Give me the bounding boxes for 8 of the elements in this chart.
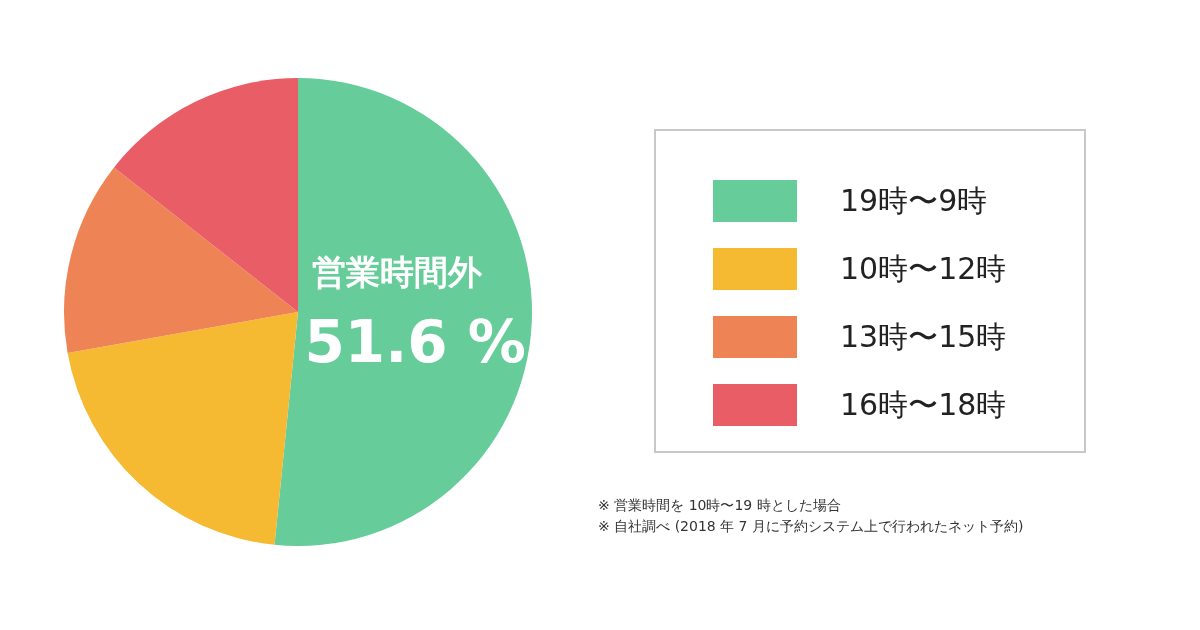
legend-label: 13時〜15時 [840, 319, 1007, 354]
legend-label: 19時〜9時 [840, 183, 988, 218]
text: ※ 営業時間を 10時〜19 時とした場合 [598, 497, 841, 513]
text: ※ 自社調べ (2018 年 7 月に予約システム上で行われたネット予約) [598, 518, 1024, 534]
data-label: 51.6 % [304, 308, 526, 377]
text: 営業時間外 [312, 252, 484, 293]
legend-label: 16時〜18時 [840, 387, 1007, 422]
legend-label: 10時〜12時 [840, 251, 1007, 286]
